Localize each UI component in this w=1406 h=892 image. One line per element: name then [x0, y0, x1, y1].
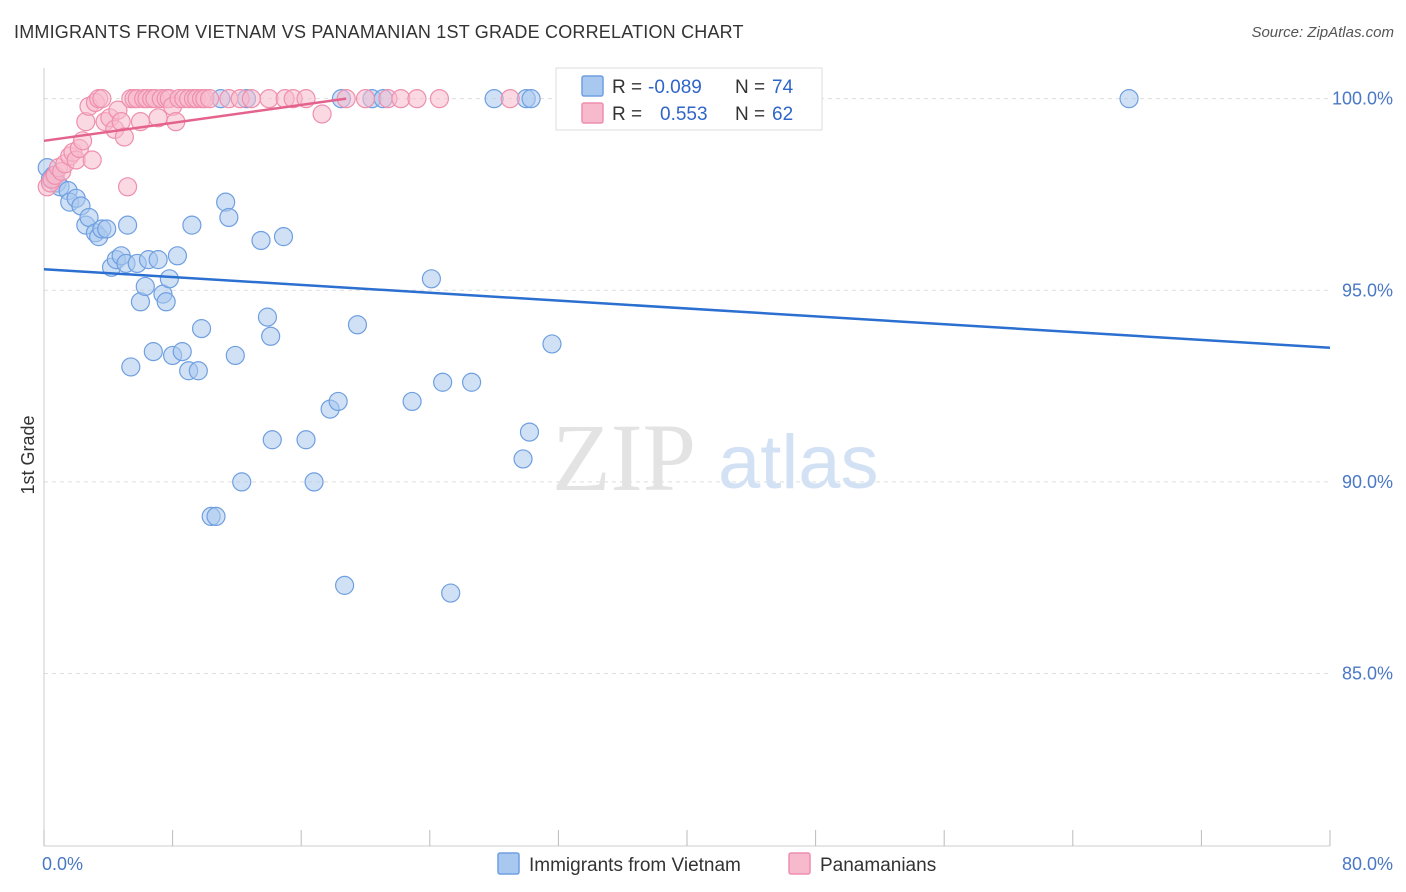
stats-legend: R = -0.089 N = 74 R = 0.553 N = 62	[555, 67, 823, 131]
vietnam-trend-line	[43, 267, 1331, 350]
panamanians-point-56	[355, 89, 376, 109]
vietnam-point-25	[121, 357, 141, 377]
y-tick-label-1: 95.0%	[1342, 280, 1393, 300]
vietnam-point-60	[421, 269, 442, 289]
panamanians-trend-line	[43, 97, 347, 143]
vietnam-point-68	[521, 89, 541, 109]
vietnam-point-61	[433, 372, 453, 392]
vietnam-point-69	[542, 334, 562, 354]
stats-r-label-pink: R =	[612, 104, 642, 125]
vietnam-point-31	[167, 246, 188, 266]
panamanians-point-17	[92, 89, 112, 109]
y-tick-label-2: 90.0%	[1342, 472, 1393, 492]
vietnam-point-49	[273, 227, 294, 247]
vietnam-point-56	[347, 315, 368, 335]
watermark-atlas: atlas	[718, 420, 879, 505]
vietnam-point-64	[484, 89, 504, 109]
vietnam-point-55	[335, 575, 355, 595]
vietnam-point-24	[143, 342, 163, 362]
data-points	[37, 89, 1139, 603]
vietnam-point-29	[159, 269, 179, 289]
vietnam-point-51	[304, 472, 324, 492]
x-tick-label-1: 80.0%	[1342, 854, 1393, 874]
panamanians-point-14	[82, 150, 102, 170]
stats-n-label-pink: N =	[735, 104, 765, 125]
panamanians-point-50	[259, 89, 279, 109]
vietnam-point-32	[172, 342, 192, 362]
vietnam-point-35	[188, 361, 208, 381]
panamanians-point-46	[199, 89, 220, 109]
panamanians-point-49	[241, 89, 261, 109]
legend-label-panamanians: Panamanians	[820, 855, 936, 876]
legend-swatch-panamanians	[788, 852, 811, 875]
vietnam-point-50	[296, 430, 316, 450]
panamanians-point-58	[391, 89, 411, 109]
vietnam-point-73	[1119, 89, 1139, 109]
vietnam-point-41	[219, 207, 239, 228]
vietnam-point-62	[441, 583, 461, 603]
vietnam-point-26	[148, 250, 168, 270]
stats-n-value-blue: 74	[772, 77, 794, 98]
series-legend: Immigrants from Vietnam Panamanians	[497, 852, 936, 876]
vietnam-point-47	[261, 326, 281, 346]
panamanians-point-60	[429, 89, 450, 109]
vietnam-point-59	[402, 391, 422, 412]
vietnam-point-19	[117, 215, 138, 235]
vietnam-point-38	[206, 506, 226, 527]
legend-swatch-vietnam	[497, 852, 520, 875]
x-tick-labels: 0.0% 80.0%	[42, 854, 1393, 874]
stats-swatch-blue	[581, 75, 604, 97]
y-tick-label-0: 100.0%	[1332, 89, 1393, 109]
panamanians-point-59	[407, 89, 427, 109]
vietnam-point-34	[182, 215, 202, 235]
stats-n-value-pink: 62	[772, 104, 793, 125]
vietnam-point-66	[513, 449, 533, 469]
panamanians-point-61	[500, 89, 520, 109]
y-tick-labels: 100.0% 95.0% 90.0% 85.0%	[1332, 89, 1393, 684]
vietnam-point-54	[328, 391, 348, 412]
stats-r-value-blue: -0.089	[648, 77, 702, 98]
x-tick-label-0: 0.0%	[42, 854, 83, 874]
stats-r-value-pink: 0.553	[660, 104, 708, 125]
panamanians-point-23	[114, 127, 134, 147]
watermark-zip: ZIP	[552, 404, 696, 511]
source-credit: Source: ZipAtlas.com	[1251, 24, 1394, 41]
y-axis-title: 1st Grade	[18, 415, 38, 494]
vietnam-point-14	[97, 219, 117, 239]
vietnam-point-36	[191, 319, 212, 339]
axes	[43, 68, 1331, 847]
panamanians-point-54	[312, 104, 332, 124]
legend-label-vietnam: Immigrants from Vietnam	[529, 855, 741, 876]
vietnam-point-42	[225, 345, 245, 366]
vietnam-point-45	[251, 230, 271, 251]
vietnam-point-28	[156, 292, 176, 312]
stats-swatch-pink	[581, 102, 604, 124]
vietnam-point-48	[262, 430, 282, 450]
trend-lines	[43, 97, 1331, 350]
zipatlas-watermark: ZIP atlas	[552, 404, 879, 511]
panamanians-point-24	[117, 177, 138, 197]
stats-r-label-blue: R =	[612, 77, 642, 98]
vietnam-point-63	[461, 372, 482, 392]
grid-lines	[44, 98, 1330, 675]
vietnam-point-43	[232, 472, 252, 492]
vietnam-point-67	[519, 422, 540, 442]
vietnam-point-22	[135, 276, 155, 297]
chart-title: IMMIGRANTS FROM VIETNAM VS PANAMANIAN 1S…	[14, 22, 744, 42]
stats-n-label-blue: N =	[735, 77, 765, 98]
y-tick-label-3: 85.0%	[1342, 664, 1393, 684]
vietnam-point-46	[257, 307, 278, 327]
